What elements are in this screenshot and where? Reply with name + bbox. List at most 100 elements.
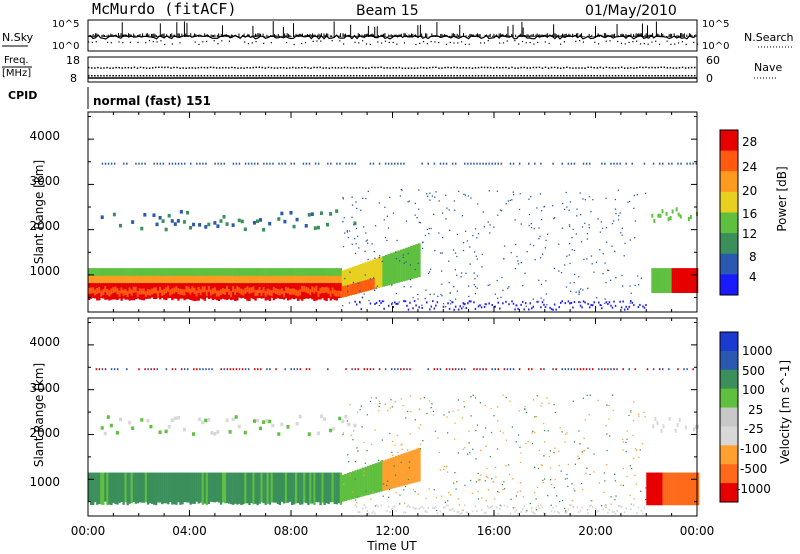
freq-dot	[675, 67, 678, 69]
power-echo-cell	[546, 304, 548, 306]
power-echo-cell	[400, 249, 403, 282]
power-echo-cell	[610, 304, 612, 307]
freq-dot	[322, 67, 324, 69]
power-echo-cell	[601, 307, 603, 310]
cpid-label: CPID	[8, 89, 37, 102]
power-echo-cell	[236, 286, 239, 293]
nsearch-dot	[670, 43, 672, 45]
nave-dot	[252, 75, 254, 77]
power-echo-cell	[687, 268, 691, 293]
velocity-echo-cell	[417, 447, 421, 482]
power-echo-cell	[209, 275, 213, 284]
power-echo-cell	[209, 268, 213, 278]
power-echo-cell	[536, 207, 538, 209]
nsearch-dot	[343, 43, 345, 45]
velocity-echo-cell	[443, 468, 445, 470]
velocity-echo-cell	[531, 510, 533, 513]
velocity-echo-cell	[578, 430, 580, 432]
nave-dot	[346, 75, 349, 77]
power-echo-cell	[278, 268, 282, 278]
power-echo-cell	[558, 270, 560, 272]
velocity-echo-cell	[357, 411, 359, 413]
velocity-echo-cell	[225, 418, 229, 423]
freq-dot	[633, 67, 635, 69]
freq-dot	[109, 67, 111, 69]
velocity-echo-cell	[232, 368, 235, 371]
freq-dot	[148, 67, 151, 69]
nave-dot	[465, 75, 468, 77]
power-echo-cell	[373, 289, 376, 292]
power-echo-cell	[493, 226, 495, 228]
power-echo-cell	[136, 275, 140, 284]
power-echo-cell	[351, 216, 353, 218]
power-echo-cell	[463, 193, 465, 195]
power-echo-cell	[396, 239, 398, 242]
power-echo-cell	[448, 307, 451, 310]
power-echo-cell	[114, 286, 117, 293]
power-echo-cell	[631, 301, 634, 304]
velocity-echo-cell	[515, 495, 517, 497]
power-echo-cell	[193, 275, 196, 284]
velocity-echo-cell	[525, 411, 528, 414]
velocity-echo-cell	[357, 511, 359, 514]
power-echo-cell	[407, 246, 411, 280]
power-echo-cell	[373, 250, 375, 253]
power-echo-cell	[92, 268, 95, 278]
velocity-echo-cell	[531, 442, 534, 445]
power-echo-cell	[220, 162, 222, 165]
power-echo-cell	[391, 302, 394, 304]
power-echo-cell	[449, 303, 452, 305]
power-echo-cell	[240, 219, 244, 224]
power-echo-cell	[402, 256, 404, 259]
velocity-echo-cell	[640, 509, 643, 512]
power-echo-cell	[347, 236, 350, 239]
velocity-echo-cell	[144, 472, 148, 503]
power-echo-cell	[98, 268, 101, 278]
power-echo-cell	[197, 268, 200, 278]
power-echo-cell	[303, 275, 306, 284]
power-echo-cell	[407, 201, 409, 203]
velocity-echo-cell	[457, 409, 459, 411]
power-echo-cell	[404, 300, 407, 303]
power-echo-cell	[508, 286, 510, 288]
velocity-echo-cell	[692, 427, 695, 432]
power-echo-cell	[526, 251, 528, 253]
power-echo-cell	[426, 228, 429, 231]
velocity-echo-cell	[511, 426, 514, 428]
power-echo-cell	[94, 275, 97, 284]
velocity-echo-cell	[476, 424, 479, 426]
velocity-echo-cell	[500, 504, 503, 507]
power-echo-cell	[280, 288, 284, 295]
power-echo-cell	[159, 268, 162, 278]
nsearch-dot	[609, 40, 611, 42]
power-echo-cell	[167, 213, 171, 218]
power-echo-cell	[152, 287, 156, 294]
nsearch-dot	[91, 41, 94, 43]
power-echo-cell	[516, 255, 518, 258]
velocity-echo-cell	[400, 398, 403, 400]
power-echo-cell	[383, 307, 385, 310]
velocity-echo-cell	[377, 459, 380, 462]
velocity-echo-cell	[433, 506, 436, 509]
velocity-echo-cell	[365, 490, 367, 492]
freq-dot	[255, 66, 257, 69]
velocity-echo-cell	[161, 472, 164, 505]
velocity-echo-cell	[440, 495, 443, 497]
power-echo-cell	[362, 263, 365, 293]
velocity-echo-cell	[461, 368, 463, 371]
power-echo-cell	[602, 272, 604, 275]
power-echo-cell	[126, 291, 129, 298]
power-echo-cell	[363, 293, 365, 295]
cpid-mode: normal (fast) 151	[93, 94, 211, 108]
power-echo-cell	[365, 240, 367, 242]
power-echo-cell	[153, 162, 155, 165]
velocity-echo-cell	[555, 505, 557, 508]
nave-dot	[596, 75, 599, 77]
power-echo-cell	[179, 275, 182, 284]
velocity-echo-cell	[138, 472, 142, 503]
power-echo-cell	[226, 268, 229, 278]
velocity-echo-cell	[278, 472, 282, 506]
vel-cbar-25: 25	[748, 403, 763, 417]
velocity-echo-cell	[354, 499, 357, 501]
power-echo-cell	[203, 286, 206, 293]
